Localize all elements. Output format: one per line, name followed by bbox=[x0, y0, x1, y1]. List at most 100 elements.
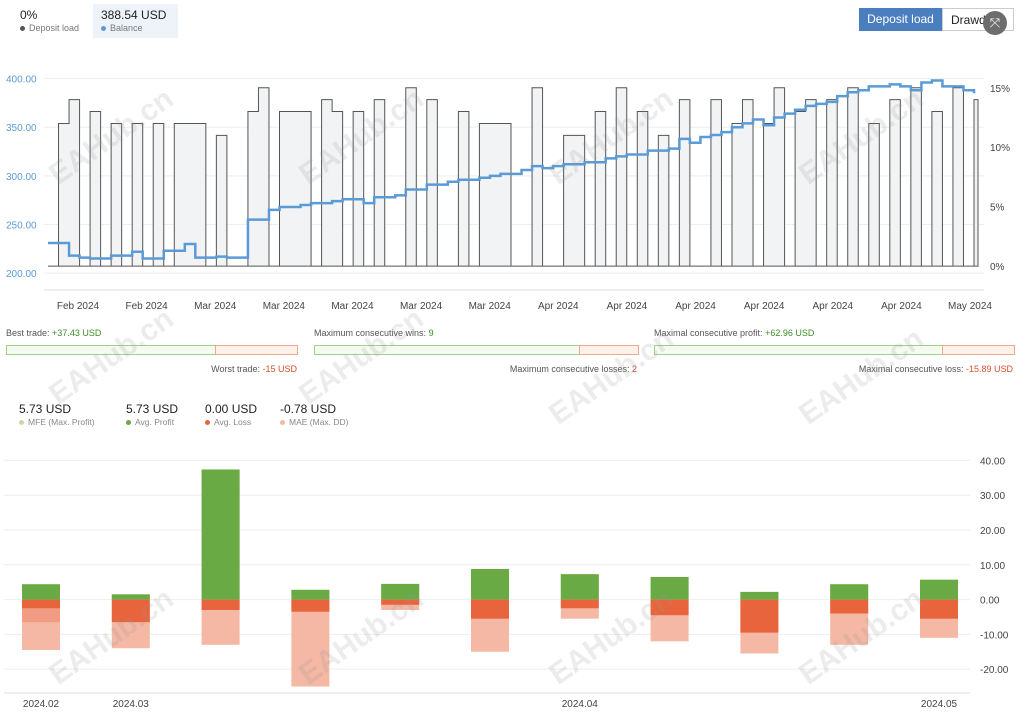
avg-loss-bar bbox=[291, 599, 330, 612]
max-losses-bar-segment bbox=[579, 345, 639, 355]
avg-profit-legend-item[interactable]: 5.73 USD Avg. Profit bbox=[126, 402, 178, 428]
avg-profit-bar bbox=[22, 584, 60, 600]
max-profit-label: Maximal consecutive profit: +62.96 USD bbox=[654, 328, 815, 338]
balance-dot-icon bbox=[101, 25, 106, 31]
y-tick-label: 20.00 bbox=[980, 526, 1005, 537]
avg-loss-bar bbox=[650, 599, 689, 616]
x-tick-label: Apr 2024 bbox=[538, 301, 579, 312]
avg-loss-bar bbox=[920, 599, 958, 619]
x-tick-label: Mar 2024 bbox=[194, 301, 237, 312]
deposit-load-series bbox=[48, 87, 979, 267]
avg-loss-dot-icon bbox=[205, 419, 210, 425]
x-tick-label: Mar 2024 bbox=[469, 301, 512, 312]
max-profit-loss-bar bbox=[654, 345, 1015, 355]
avg-loss-bar bbox=[381, 599, 420, 605]
x-tick-label: Feb 2024 bbox=[125, 301, 168, 312]
max-losses-value: 2 bbox=[631, 364, 637, 374]
watermark-text: EAHub.cn bbox=[543, 321, 680, 432]
mfe-dot-icon bbox=[19, 419, 24, 425]
avg-profit-label: Avg. Profit bbox=[135, 417, 175, 427]
mae-legend-item[interactable]: -0.78 USD MAE (Max. DD) bbox=[280, 402, 349, 428]
avg-loss-bar bbox=[560, 599, 599, 609]
x-tick-label: Mar 2024 bbox=[331, 301, 374, 312]
balance-legend[interactable]: 388.54 USD Balance bbox=[93, 4, 178, 38]
y-left-tick-label: 300.00 bbox=[6, 172, 37, 183]
deposit-load-dot-icon bbox=[20, 25, 25, 31]
max-losses-label: Maximum consecutive losses: 2 bbox=[509, 364, 637, 374]
mfe-legend-item[interactable]: 5.73 USD MFE (Max. Profit) bbox=[19, 402, 95, 428]
max-wins-losses-bar bbox=[314, 345, 639, 355]
y-right-tick-label: 15% bbox=[990, 84, 1010, 95]
mae-bar bbox=[291, 599, 330, 687]
x-tick-label: 2024.03 bbox=[113, 699, 150, 710]
balance-label: Balance bbox=[110, 23, 143, 33]
y-tick-label: -10.00 bbox=[980, 630, 1009, 641]
mae-value: -0.78 USD bbox=[280, 402, 337, 416]
y-tick-label: 30.00 bbox=[980, 491, 1005, 502]
avg-profit-bar bbox=[111, 594, 150, 600]
watermark-text: EAHub.cn bbox=[43, 301, 180, 412]
avg-loss-bar bbox=[201, 599, 240, 610]
best-trade-label: Best trade: +37.43 USD bbox=[6, 328, 102, 338]
x-tick-label: Apr 2024 bbox=[881, 301, 922, 312]
y-tick-label: -20.00 bbox=[980, 665, 1009, 676]
y-tick-label: 10.00 bbox=[980, 561, 1005, 572]
deposit-load-value: 0% bbox=[20, 8, 38, 22]
max-loss-label: Maximal consecutive loss: -15.89 USD bbox=[858, 364, 1013, 374]
y-left-tick-label: 250.00 bbox=[6, 221, 37, 232]
max-loss-value: -15.89 USD bbox=[965, 364, 1013, 374]
y-left-tick-label: 400.00 bbox=[6, 75, 37, 86]
x-tick-label: Apr 2024 bbox=[812, 301, 853, 312]
best-worst-trade-bar bbox=[6, 345, 298, 355]
balance-value: 388.54 USD bbox=[101, 8, 167, 22]
fullscreen-icon[interactable]: ⤧ bbox=[983, 11, 1007, 35]
avg-profit-bar bbox=[560, 574, 599, 600]
y-tick-label: 0.00 bbox=[980, 596, 1000, 607]
avg-loss-bar bbox=[740, 599, 779, 633]
deposit-load-toggle-button[interactable]: Deposit load bbox=[859, 8, 942, 31]
avg-profit-bar bbox=[830, 584, 869, 600]
avg-profit-bar bbox=[381, 583, 420, 600]
avg-loss-value: 0.00 USD bbox=[205, 402, 258, 416]
watermark-text: EAHub.cn bbox=[793, 321, 930, 432]
worst-trade-label: Worst trade: -15 USD bbox=[211, 364, 297, 374]
max-wins-label: Maximum consecutive wins: 9 bbox=[314, 328, 434, 338]
x-tick-label: Apr 2024 bbox=[607, 301, 648, 312]
avg-loss-bar bbox=[22, 599, 60, 609]
worst-trade-value: -15 USD bbox=[262, 364, 297, 374]
mfe-mae-chart: 40.00 30.00 20.00 10.00 0.00 -10.00 -20.00 2024… bbox=[4, 456, 1009, 710]
balance-chart: 200.00 250.00 300.00 350.00 400.00 0% 5% 10% 15%… bbox=[6, 75, 1010, 312]
avg-loss-bar bbox=[471, 599, 509, 619]
watermark-text: EAHub.cn bbox=[293, 301, 430, 412]
y-right-tick-label: 10% bbox=[990, 143, 1010, 154]
avg-profit-bar bbox=[740, 591, 779, 600]
avg-profit-bar bbox=[291, 589, 330, 600]
mae-label: MAE (Max. DD) bbox=[289, 417, 349, 427]
avg-profit-bar bbox=[471, 568, 509, 600]
deposit-load-label: Deposit load bbox=[29, 23, 80, 33]
y-right-tick-label: 0% bbox=[990, 262, 1005, 273]
best-trade-value: +37.43 USD bbox=[52, 328, 102, 338]
avg-profit-value: 5.73 USD bbox=[126, 402, 179, 416]
mfe-label: MFE (Max. Profit) bbox=[28, 417, 95, 427]
avg-loss-label: Avg. Loss bbox=[214, 417, 252, 427]
x-tick-label: May 2024 bbox=[948, 301, 992, 312]
balance-series bbox=[48, 79, 976, 260]
x-tick-label: Apr 2024 bbox=[744, 301, 785, 312]
x-tick-label: Feb 2024 bbox=[57, 301, 100, 312]
deposit-load-legend[interactable]: 0% Deposit load bbox=[12, 4, 90, 38]
max-profit-value: +62.96 USD bbox=[765, 328, 815, 338]
drawdown-toggle-label: Drawd bbox=[951, 13, 986, 27]
y-tick-label: 40.00 bbox=[980, 456, 1005, 467]
x-tick-label: 2024.02 bbox=[23, 699, 60, 710]
mae-dot-icon bbox=[280, 419, 285, 425]
avg-profit-bar bbox=[650, 576, 689, 600]
avg-profit-bar bbox=[201, 469, 240, 600]
avg-loss-legend-item[interactable]: 0.00 USD Avg. Loss bbox=[205, 402, 257, 428]
x-tick-label: Apr 2024 bbox=[675, 301, 716, 312]
y-left-tick-label: 200.00 bbox=[6, 269, 37, 280]
avg-loss-bar bbox=[830, 599, 869, 614]
y-left-tick-label: 350.00 bbox=[6, 123, 37, 134]
mfe-value: 5.73 USD bbox=[19, 402, 72, 416]
x-tick-label: Mar 2024 bbox=[263, 301, 306, 312]
